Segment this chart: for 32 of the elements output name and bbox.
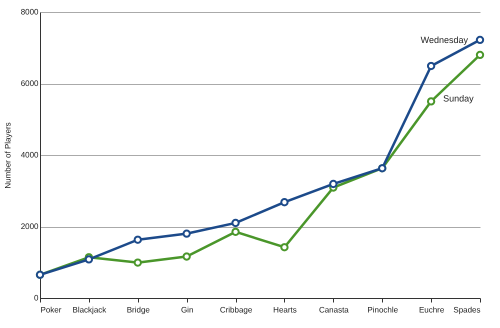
point [280, 198, 289, 206]
x-tick-label: Cribbage [220, 306, 253, 314]
point [280, 243, 289, 252]
point [231, 228, 240, 236]
point [134, 236, 142, 244]
x-tick-label: Pinochle [367, 306, 399, 314]
point [476, 36, 484, 44]
point [329, 180, 338, 188]
x-tick-label: Poker [40, 306, 62, 314]
y-axis-title: Number of Players [4, 122, 13, 189]
series-label: Sunday [443, 93, 474, 104]
y-tick-label: 4000 [20, 150, 40, 160]
x-tick-label: Hearts [273, 306, 297, 314]
point [182, 252, 191, 261]
x-tick-label: Euchre [418, 306, 445, 314]
y-tick-label: 6000 [20, 79, 40, 88]
point [426, 97, 436, 106]
point [231, 218, 240, 228]
point [182, 229, 191, 238]
y-tick-label: 2000 [20, 222, 40, 231]
x-tick-label: Canasta [318, 306, 350, 314]
series-label: Wednesday [420, 34, 468, 45]
x-tick-label: Gin [180, 306, 194, 314]
x-tick-label: Spades [453, 306, 480, 314]
point [426, 62, 436, 70]
point [134, 258, 142, 267]
point [84, 255, 94, 264]
y-tick-label: 0 [34, 294, 40, 302]
x-tick-label: Bridge [126, 306, 150, 314]
y-tick-label: 8000 [20, 8, 40, 16]
point [476, 50, 484, 60]
x-tick-label: Blackjack [72, 306, 108, 314]
